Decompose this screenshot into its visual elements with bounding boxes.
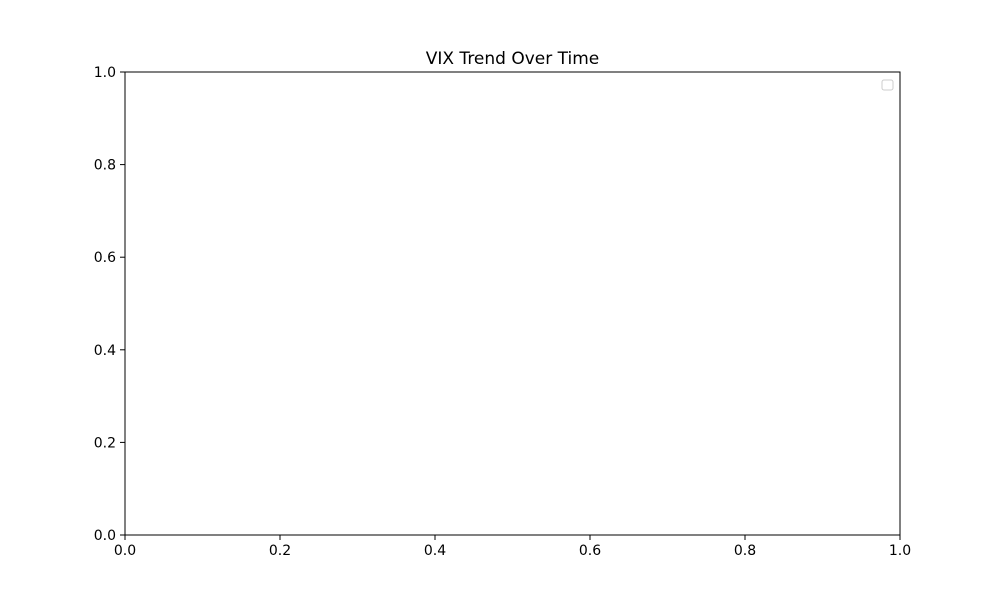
- x-tick-label: 1.0: [889, 543, 911, 559]
- x-tick-label: 0.2: [269, 543, 291, 559]
- y-tick-label: 0.0: [94, 528, 116, 544]
- plot-area: [125, 72, 900, 535]
- x-tick-label: 0.6: [579, 543, 601, 559]
- y-tick-label: 0.8: [94, 158, 116, 174]
- y-tick-label: 0.2: [94, 435, 116, 451]
- y-tick-label: 0.6: [94, 250, 116, 266]
- legend-box: [881, 79, 894, 91]
- x-tick-label: 0.0: [114, 543, 136, 559]
- x-axis: 0.0 0.2 0.4 0.6 0.8 1.0: [114, 535, 911, 559]
- chart-title: VIX Trend Over Time: [426, 49, 600, 69]
- x-tick-label: 0.8: [734, 543, 756, 559]
- y-axis: 0.0 0.2 0.4 0.6 0.8 1.0: [94, 65, 125, 544]
- y-tick-label: 0.4: [94, 343, 116, 359]
- x-tick-label: 0.4: [424, 543, 446, 559]
- y-tick-label: 1.0: [94, 65, 116, 81]
- plot-frame: [124, 71, 901, 536]
